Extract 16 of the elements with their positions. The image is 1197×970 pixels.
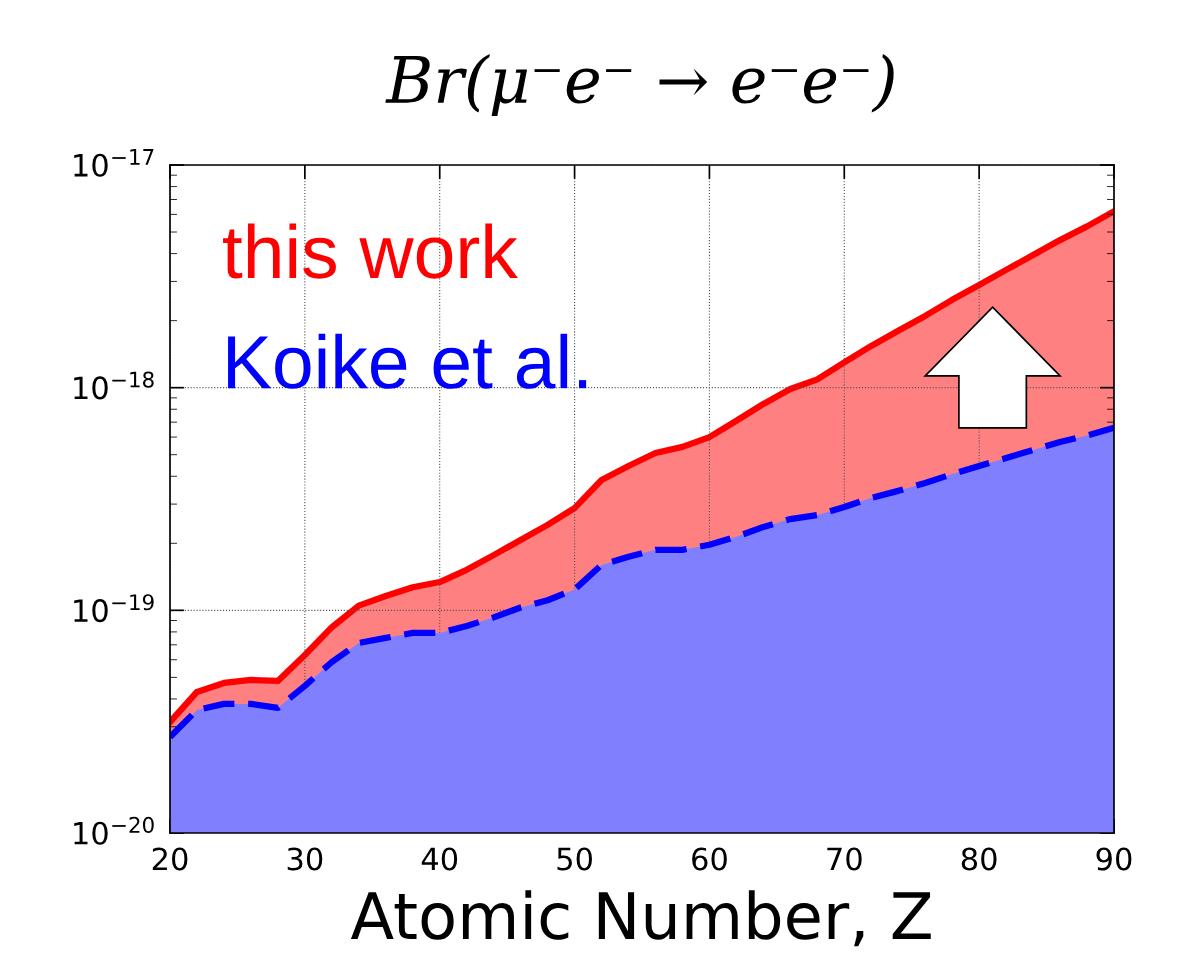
x-tick-label: 40 xyxy=(421,847,458,871)
y-tick-label: 10$^{−17}$ xyxy=(74,149,154,177)
y-tick-label: 10$^{−20}$ xyxy=(74,816,154,845)
chart-title: Br(μ⁻e⁻ → e⁻e⁻) xyxy=(385,54,894,116)
x-tick-label: 90 xyxy=(1096,847,1132,871)
x-tick-label: 70 xyxy=(827,847,862,871)
x-tick-label: 50 xyxy=(557,847,592,871)
y-tick-label: 10$^{−19}$ xyxy=(74,594,154,623)
x-tick-label: 60 xyxy=(692,847,727,871)
text: Koike et al. xyxy=(228,333,587,389)
x-axis-title: Atomic Number, Z xyxy=(350,890,931,947)
y-tick-label: 10$^{−18}$ xyxy=(74,371,154,400)
x-tick-label: 80 xyxy=(961,847,997,871)
text: this work xyxy=(223,223,518,279)
x-tick-label: 20 xyxy=(152,847,188,871)
x-tick-label: 30 xyxy=(287,847,323,871)
